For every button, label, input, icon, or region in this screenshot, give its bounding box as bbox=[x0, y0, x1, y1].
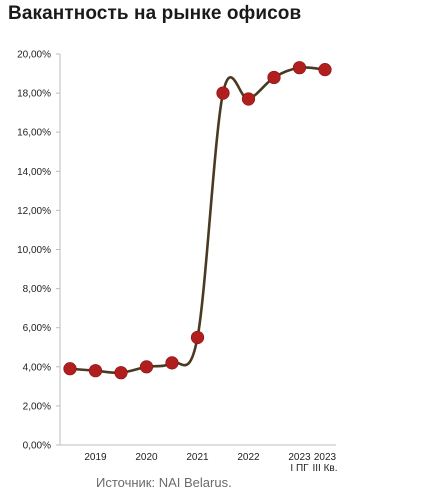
data-point bbox=[190, 330, 205, 345]
y-tick-label: 2,00% bbox=[23, 401, 51, 412]
y-tick-label: 0,00% bbox=[23, 441, 51, 452]
y-tick-label: 20,00% bbox=[17, 50, 51, 61]
y-tick-label: 8,00% bbox=[23, 284, 51, 295]
x-tick-label: 2021 bbox=[186, 452, 209, 463]
x-tick-sublabel: III Кв. bbox=[312, 463, 337, 474]
x-tick-sublabel: I ПГ bbox=[290, 463, 309, 474]
x-tick-label: 2022 bbox=[237, 452, 260, 463]
data-point bbox=[241, 92, 256, 106]
y-tick-label: 16,00% bbox=[17, 128, 51, 139]
data-point bbox=[114, 366, 128, 380]
x-tick-label: 2020 bbox=[135, 452, 158, 463]
data-point bbox=[63, 362, 77, 376]
data-point bbox=[318, 63, 332, 77]
data-point bbox=[88, 364, 103, 378]
y-tick-label: 12,00% bbox=[17, 206, 51, 217]
y-tick-label: 4,00% bbox=[23, 362, 51, 373]
x-tick-label: 2023 bbox=[314, 452, 337, 463]
y-tick-label: 6,00% bbox=[23, 323, 51, 334]
data-point bbox=[267, 70, 281, 85]
y-tick-label: 14,00% bbox=[17, 167, 51, 178]
y-axis-ticks: 0,00% 2,00% 4,00% 6,00% 8,00% 10,00% 12,00% 14,… bbox=[17, 50, 60, 452]
data-point bbox=[292, 61, 307, 75]
y-tick-label: 18,00% bbox=[17, 89, 51, 100]
data-point bbox=[165, 356, 179, 370]
x-tick-label: 2023 bbox=[288, 452, 311, 463]
x-tick-label: 2019 bbox=[84, 452, 107, 463]
data-point bbox=[216, 86, 230, 100]
series-line bbox=[68, 66, 327, 375]
source-note: Источник: NAI Belarus. bbox=[96, 475, 232, 490]
data-point bbox=[139, 360, 154, 374]
series-markers bbox=[63, 61, 332, 380]
y-tick-label: 10,00% bbox=[17, 245, 51, 256]
chart-title: Вакантность на рынке офисов bbox=[8, 3, 302, 24]
